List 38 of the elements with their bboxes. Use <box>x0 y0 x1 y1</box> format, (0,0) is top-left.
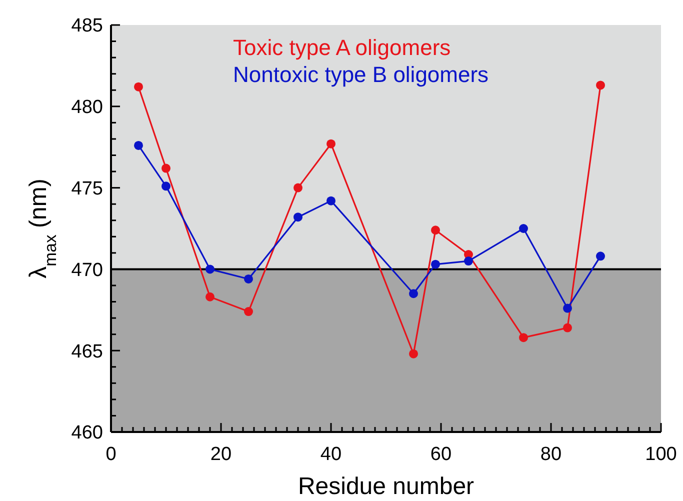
point <box>596 252 605 261</box>
point <box>409 289 418 298</box>
point <box>519 224 528 233</box>
point <box>563 323 572 332</box>
x-tick-label: 80 <box>540 444 562 465</box>
point <box>134 140 143 150</box>
x-tick-label: 100 <box>645 444 677 465</box>
point <box>326 139 336 148</box>
point <box>206 264 214 274</box>
y-tick-label: 470 <box>71 260 103 281</box>
x-tick-label: 60 <box>430 444 452 465</box>
text: Nontoxic type B oligomers <box>233 62 489 87</box>
point <box>409 349 418 358</box>
y-tick-label: 480 <box>71 97 103 118</box>
point <box>464 256 473 266</box>
point <box>206 292 214 302</box>
point <box>431 226 440 235</box>
x-axis-title: Residue number <box>298 473 474 500</box>
point <box>326 196 336 206</box>
point <box>162 164 170 173</box>
x-tick-label: 40 <box>320 444 342 465</box>
y-tick-label: 460 <box>71 422 103 444</box>
x-tick-label: 0 <box>106 444 116 465</box>
point <box>519 333 528 342</box>
point <box>596 80 605 90</box>
y-tick-label: 465 <box>71 341 103 362</box>
point <box>431 260 440 269</box>
point <box>244 307 253 316</box>
point <box>162 182 170 191</box>
text: Toxic type A oligomers <box>233 35 451 60</box>
point <box>244 274 253 284</box>
point <box>134 82 143 92</box>
point <box>294 183 302 192</box>
y-tick-label: 475 <box>71 178 103 200</box>
point <box>294 212 302 222</box>
point <box>563 304 572 313</box>
y-tick-label: 485 <box>71 16 103 37</box>
x-tick-label: 20 <box>210 444 232 465</box>
